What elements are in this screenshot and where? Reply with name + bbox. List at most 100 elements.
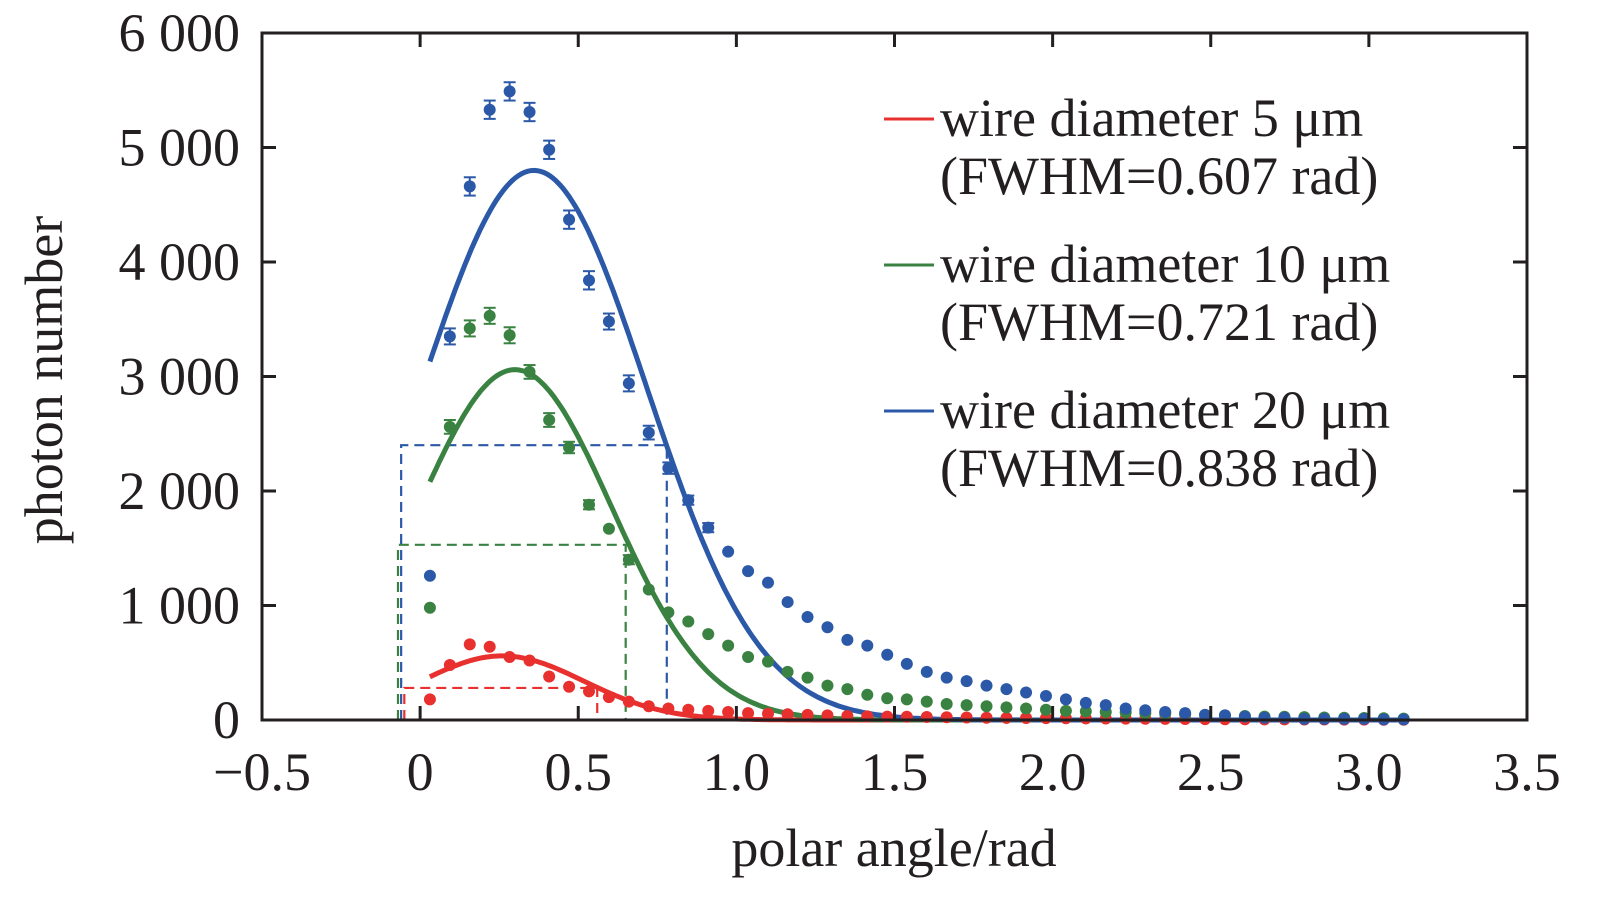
data-point xyxy=(702,521,715,534)
data-point xyxy=(801,708,814,721)
x-tick-label: 2.0 xyxy=(1019,742,1087,802)
x-tick-label: 1.5 xyxy=(861,742,929,802)
data-point xyxy=(423,693,436,706)
y-tick-label: 6 000 xyxy=(119,3,241,63)
data-point xyxy=(563,441,576,454)
data-point xyxy=(1159,705,1172,718)
data-point xyxy=(1020,686,1033,699)
data-point xyxy=(940,697,953,710)
data-point xyxy=(980,711,993,724)
y-tick-label: 2 000 xyxy=(119,461,241,521)
data-point xyxy=(821,679,834,692)
y-tick-labels: 0 1 000 2 000 3 000 4 000 5 000 6 000 xyxy=(119,3,241,750)
y-tick-label: 3 000 xyxy=(119,347,241,407)
x-tick-label: 3.0 xyxy=(1335,742,1403,802)
data-point xyxy=(583,274,596,287)
data-point xyxy=(1079,696,1092,709)
data-point xyxy=(1059,693,1072,706)
data-point xyxy=(483,640,496,653)
legend-fwhm: (FWHM=0.607 rad) xyxy=(940,146,1378,206)
data-point xyxy=(841,633,854,646)
data-point xyxy=(881,692,894,705)
data-point xyxy=(821,709,834,722)
data-point xyxy=(1039,703,1052,716)
data-point xyxy=(900,693,913,706)
data-point xyxy=(861,688,874,701)
data-point xyxy=(463,322,476,335)
data-point xyxy=(762,707,774,720)
data-point xyxy=(682,703,695,716)
y-tick-label: 4 000 xyxy=(119,232,241,292)
legend: wire diameter 5 μm(FWHM=0.607 rad) wire d… xyxy=(884,88,1390,498)
data-point xyxy=(940,671,953,684)
y-axis-title: photon number xyxy=(14,216,74,544)
data-point xyxy=(563,213,576,226)
data-point xyxy=(742,651,755,664)
data-point xyxy=(642,583,655,596)
data-point xyxy=(563,680,576,693)
data-point xyxy=(1278,711,1291,724)
data-point xyxy=(523,365,536,378)
data-point xyxy=(1020,702,1033,715)
x-tick-label: 3.5 xyxy=(1493,742,1561,802)
data-point xyxy=(960,699,973,712)
data-point xyxy=(483,103,496,116)
axis-ticks xyxy=(260,31,1529,722)
data-point xyxy=(1139,704,1152,717)
data-point xyxy=(443,659,456,672)
data-point xyxy=(1000,683,1013,696)
data-point xyxy=(1079,705,1092,718)
data-point xyxy=(801,671,814,684)
data-point xyxy=(1039,689,1052,702)
data-point xyxy=(920,665,933,678)
data-point xyxy=(602,315,615,328)
data-point xyxy=(881,648,894,661)
data-point xyxy=(583,498,596,511)
data-point xyxy=(523,654,536,667)
data-point xyxy=(1199,708,1212,721)
fit-curve xyxy=(428,653,1398,723)
x-tick-label: 2.5 xyxy=(1177,742,1245,802)
legend-label: wire diameter 10 μm xyxy=(940,234,1390,294)
data-point xyxy=(1000,711,1013,724)
data-point xyxy=(762,576,774,589)
data-point xyxy=(861,639,874,652)
data-point xyxy=(722,639,735,652)
data-point xyxy=(1179,707,1192,720)
half-max-box xyxy=(400,444,668,720)
data-point xyxy=(742,565,755,578)
data-point xyxy=(920,695,933,708)
data-point xyxy=(543,143,556,156)
data-point xyxy=(662,606,675,619)
data-points xyxy=(423,81,1410,726)
data-point xyxy=(841,683,854,696)
data-point xyxy=(642,426,655,439)
data-point xyxy=(423,601,436,614)
data-point xyxy=(523,106,536,119)
data-point xyxy=(483,309,496,322)
data-point xyxy=(543,414,556,427)
data-point xyxy=(543,670,556,683)
x-axis-title: polar angle/rad xyxy=(731,818,1056,878)
y-tick-label: 1 000 xyxy=(119,576,241,636)
data-point xyxy=(821,621,834,634)
data-point xyxy=(1059,704,1072,717)
data-point xyxy=(682,494,695,507)
data-point xyxy=(1218,709,1231,722)
half-max-markers xyxy=(396,444,668,720)
legend-label: wire diameter 5 μm xyxy=(940,88,1363,148)
data-point xyxy=(900,657,913,670)
data-point xyxy=(662,702,675,715)
data-point xyxy=(801,610,814,623)
data-point xyxy=(503,651,516,664)
data-point xyxy=(781,596,794,609)
legend-fwhm: (FWHM=0.721 rad) xyxy=(940,292,1378,352)
half-max-box xyxy=(403,686,599,720)
data-point xyxy=(622,553,635,566)
half-max-box xyxy=(396,543,627,720)
data-point xyxy=(960,675,973,688)
y-tick-label: 0 xyxy=(213,690,240,750)
y-tick-label: 5 000 xyxy=(119,118,241,178)
data-point xyxy=(662,462,675,475)
